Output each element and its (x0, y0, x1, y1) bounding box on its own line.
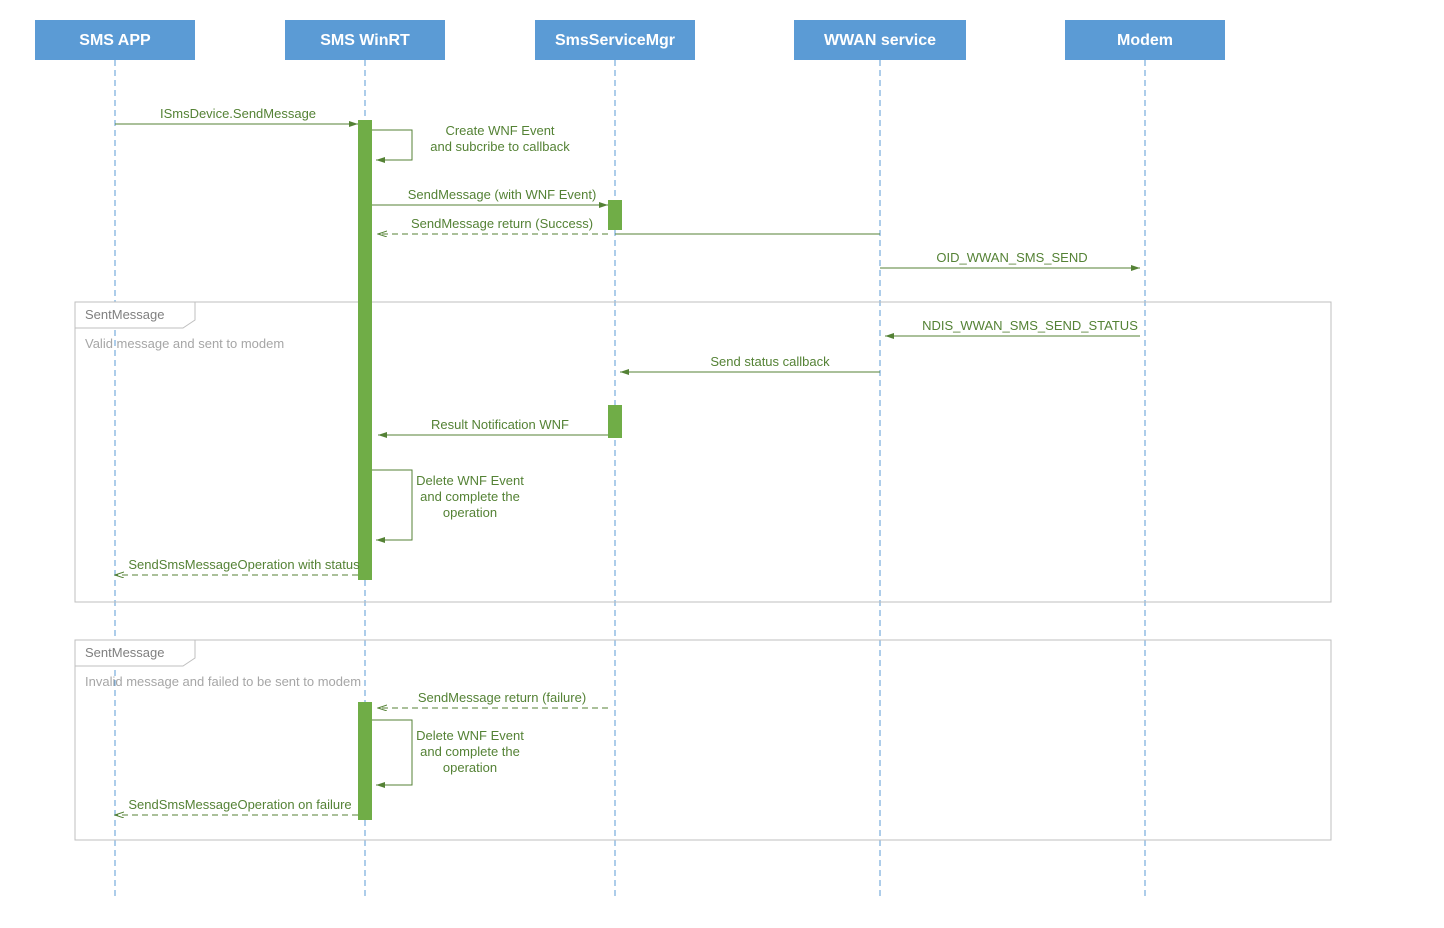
activation-bar (608, 405, 622, 438)
message-label: Delete WNF Event (416, 728, 524, 743)
participant-label: SmsServiceMgr (555, 32, 675, 49)
message-label: SendMessage return (failure) (418, 690, 586, 705)
message-label: operation (443, 760, 497, 775)
message-label: SendSmsMessageOperation on failure (128, 797, 351, 812)
message-label: SendSmsMessageOperation with status (128, 557, 360, 572)
sequence-diagram: SentMessage Valid message and sent to mod… (0, 0, 1444, 928)
message-label: NDIS_WWAN_SMS_SEND_STATUS (922, 318, 1138, 333)
message-label: and subcribe to callback (430, 139, 570, 154)
self-message (372, 720, 412, 785)
message-label: ISmsDevice.SendMessage (160, 106, 316, 121)
message-label: and complete the (420, 744, 520, 759)
message-label: Create WNF Event (445, 123, 554, 138)
message-label: SendMessage (with WNF Event) (408, 187, 597, 202)
participant-label: Modem (1117, 32, 1173, 49)
activation-bar (608, 200, 622, 230)
frame-label: SentMessage (85, 645, 165, 660)
activation-bar (358, 702, 372, 820)
message-label: and complete the (420, 489, 520, 504)
participant-label: WWAN service (824, 32, 936, 49)
message-label: SendMessage return (Success) (411, 216, 593, 231)
self-message (372, 130, 412, 160)
frame-description: Valid message and sent to modem (85, 336, 284, 351)
participant-label: SMS WinRT (320, 32, 410, 49)
message-label: Result Notification WNF (431, 417, 569, 432)
frame-description: Invalid message and failed to be sent to… (85, 674, 361, 689)
message-label: operation (443, 505, 497, 520)
message-label: Send status callback (710, 354, 830, 369)
self-message (372, 470, 412, 540)
message-label: OID_WWAN_SMS_SEND (936, 250, 1087, 265)
participant-label: SMS APP (79, 32, 151, 49)
message-label: Delete WNF Event (416, 473, 524, 488)
frame-label: SentMessage (85, 307, 165, 322)
activation-bar (358, 120, 372, 580)
